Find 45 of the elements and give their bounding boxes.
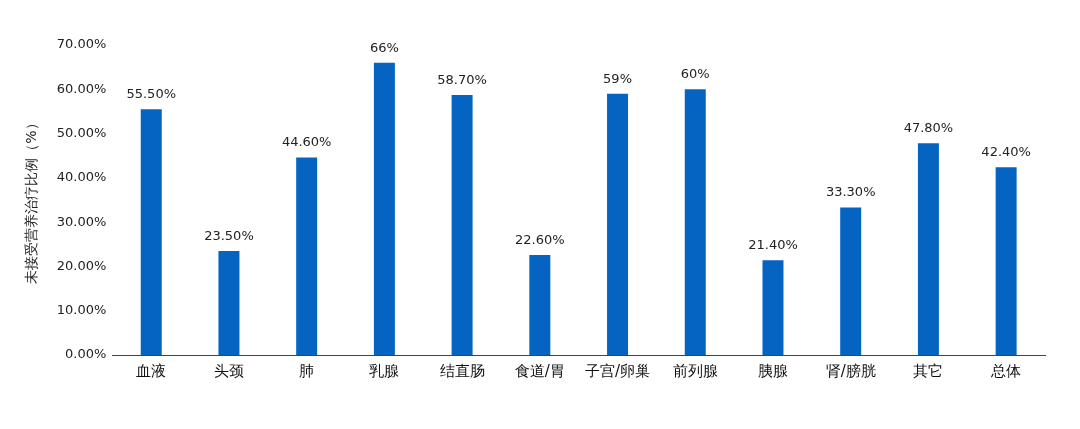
data-label: 47.80% [903,120,954,136]
data-label: 44.60% [281,134,332,150]
y-tick-label: 50.00% [56,124,107,140]
data-label: 55.50% [126,86,177,102]
bar [218,250,240,355]
y-tick-label: 30.00% [56,213,107,229]
x-tick-label: 食道/胃 [514,361,565,380]
y-tick-label: 70.00% [56,36,107,52]
bar [140,109,162,355]
data-label: 66% [369,39,399,55]
y-axis-title: 未接受营养治疗比例（%） [23,116,40,284]
data-label: 59% [603,70,632,86]
bar [995,167,1017,355]
x-tick-label: 结直肠 [439,361,485,380]
y-tick-label: 10.00% [56,302,107,318]
bar [607,93,629,355]
data-label: 60% [680,66,710,82]
y-tick-label: 0.00% [65,346,107,362]
x-tick-label: 子宫/卵巢 [585,361,651,380]
bar [296,157,318,355]
data-label: 22.60% [515,231,565,247]
x-tick-label: 头颈 [213,361,244,380]
bar [451,95,473,355]
y-tick-label: 60.00% [56,80,107,96]
bar [762,260,784,355]
data-label: 58.70% [437,71,487,87]
data-label: 21.40% [748,237,798,253]
x-tick-label: 肺 [299,361,315,380]
data-label: 42.40% [981,144,1031,160]
x-tick-label: 胰腺 [757,361,788,380]
bar [529,254,551,355]
data-label: 33.30% [825,184,876,200]
y-tick-label: 20.00% [56,257,107,273]
x-tick-label: 总体 [990,361,1022,380]
bar [840,207,862,355]
y-tick-label: 40.00% [56,169,107,185]
x-tick-label: 前列腺 [672,361,718,380]
x-tick-label: 其它 [913,361,944,380]
bar [373,62,395,355]
data-label: 23.50% [204,227,254,243]
x-tick-label: 血液 [136,361,167,380]
x-tick-label: 乳腺 [369,361,400,380]
bar [917,143,939,355]
bar [684,89,706,355]
x-tick-label: 肾/膀胱 [825,361,876,380]
